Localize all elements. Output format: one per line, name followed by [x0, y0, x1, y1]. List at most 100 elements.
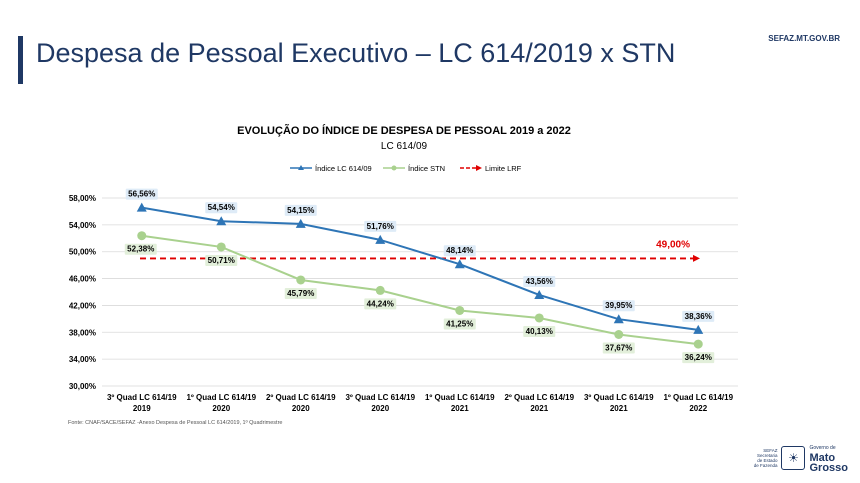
stn-point	[375, 285, 385, 295]
y-tick-label: 46,00%	[69, 275, 96, 284]
stn-series-line	[141, 234, 699, 346]
chart-gridlines	[102, 197, 738, 387]
stn-data-label: 41,25%	[446, 319, 473, 328]
x-tick-label-year: 2020	[292, 404, 310, 413]
y-tick-label: 34,00%	[69, 355, 96, 364]
y-tick-label: 58,00%	[69, 194, 96, 203]
stn-point	[216, 242, 226, 252]
lc-data-label: 54,15%	[287, 206, 314, 215]
lc-point	[136, 202, 147, 212]
x-tick-label: 3º Quad LC 614/19	[584, 393, 654, 402]
stn-label-bg	[284, 287, 317, 299]
stn-label-bg	[124, 243, 157, 255]
stn-point	[614, 330, 624, 340]
state-name: Governo de Mato Grosso	[809, 443, 848, 474]
slide-title: Despesa de Pessoal Executivo – LC 614/20…	[36, 38, 676, 68]
lc-label-bg	[284, 204, 317, 216]
legend-triangle-icon	[298, 165, 304, 170]
stn-label-bg	[602, 342, 635, 354]
lc-data-label: 51,76%	[367, 222, 394, 231]
y-tick-label: 30,00%	[69, 382, 96, 391]
legend-arrow-icon	[476, 165, 482, 171]
lc-label-bg	[443, 245, 476, 257]
state-pre: Governo de	[809, 445, 836, 451]
stn-data-label: 36,24%	[685, 353, 712, 362]
y-tick-label: 38,00%	[69, 328, 96, 337]
x-tick-label: 2º Quad LC 614/19	[266, 393, 336, 402]
lc-label-bg	[205, 202, 238, 214]
lc-data-label: 48,14%	[446, 246, 473, 255]
y-tick-label: 50,00%	[69, 248, 96, 257]
stn-data-label: 50,71%	[208, 256, 235, 265]
x-tick-label-year: 2019	[133, 404, 151, 413]
site-url: SEFAZ.MT.GOV.BR	[768, 34, 840, 43]
legend-label: Índice LC 614/09	[315, 164, 372, 173]
stn-point	[137, 231, 147, 241]
lc-point	[693, 324, 704, 334]
legend-label: Índice STN	[408, 164, 445, 173]
stn-label-bg	[523, 325, 556, 337]
x-tick-label-year: 2021	[451, 404, 469, 413]
sefaz-line: SEFAZ	[763, 448, 778, 453]
state-line1: Mato	[809, 452, 836, 464]
lc-data-label: 38,36%	[685, 312, 712, 321]
lc-data-label: 54,54%	[208, 203, 235, 212]
x-tick-label: 2º Quad LC 614/19	[504, 393, 574, 402]
lc-label-bg	[125, 188, 158, 200]
stn-data-label: 52,38%	[127, 245, 154, 254]
y-tick-label: 42,00%	[69, 301, 96, 310]
y-tick-label: 54,00%	[69, 221, 96, 230]
title-accent-bar	[18, 36, 23, 84]
chart-title: EVOLUÇÃO DO ÍNDICE DE DESPESA DE PESSOAL…	[237, 124, 571, 137]
chart-axes: 30,00% 34,00% 38,00% 42,00% 46,00% 50,00% 54,0…	[69, 194, 734, 413]
lc-data-label: 56,56%	[128, 190, 155, 199]
x-tick-label-year: 2020	[371, 404, 389, 413]
stn-data-label: 45,79%	[287, 289, 314, 298]
x-tick-label-year: 2020	[212, 404, 230, 413]
lc-series-line	[141, 206, 699, 331]
sefaz-line: Secretaria	[756, 453, 778, 458]
stn-label-bg	[205, 254, 238, 266]
lc-label-bg	[682, 310, 715, 322]
stn-data-label: 40,13%	[526, 327, 553, 336]
lc-point	[375, 234, 386, 244]
x-tick-label: 3º Quad LC 614/19	[107, 393, 177, 402]
stn-data-label: 37,67%	[605, 344, 632, 353]
x-tick-label-year: 2021	[610, 404, 628, 413]
sefaz-line: de Estado	[757, 458, 778, 463]
lc-point	[613, 314, 624, 324]
x-tick-label-year: 2021	[530, 404, 548, 413]
lc-label-bg	[523, 275, 556, 287]
x-tick-label: 1º Quad LC 614/19	[425, 393, 495, 402]
stn-point	[534, 313, 544, 323]
stn-label-bg	[443, 318, 476, 330]
legend-circle-icon	[391, 165, 397, 171]
stn-point	[455, 305, 465, 315]
lc-data-label: 39,95%	[605, 301, 632, 310]
lc-point	[454, 259, 465, 269]
lc-label-bg	[364, 220, 397, 232]
x-tick-label-year: 2022	[689, 404, 707, 413]
lc-point	[534, 289, 545, 299]
lc-data-label: 43,56%	[526, 277, 553, 286]
state-line2: Grosso	[809, 462, 848, 474]
x-tick-label: 1º Quad LC 614/19	[663, 393, 733, 402]
x-tick-label: 1º Quad LC 614/19	[186, 393, 256, 402]
stn-data-label: 44,24%	[367, 299, 394, 308]
source-note: Fonte: CNAF/SACE/SEFAZ -Anexo Despesa de…	[68, 420, 283, 426]
chart-series: 49,00% 52,38% 50,71% 45,79% 44,24% 41,25% 40,1…	[124, 188, 715, 364]
footer-logo: SEFAZ Secretaria de Estado de Fazenda ☀ …	[754, 443, 848, 474]
legend-label: Limite LRF	[485, 164, 522, 173]
state-emblem-icon: ☀	[781, 446, 806, 470]
stn-label-bg	[364, 298, 397, 310]
limit-label: 49,00%	[656, 239, 690, 250]
lc-point	[295, 218, 306, 228]
lc-point	[216, 216, 227, 226]
stn-label-bg	[682, 352, 715, 364]
stn-point	[296, 275, 306, 285]
sefaz-line: de Fazenda	[753, 463, 778, 468]
sefaz-logo-text: SEFAZ Secretaria de Estado de Fazenda	[754, 448, 778, 468]
stn-point	[693, 339, 703, 349]
x-tick-label: 3º Quad LC 614/19	[345, 393, 415, 402]
